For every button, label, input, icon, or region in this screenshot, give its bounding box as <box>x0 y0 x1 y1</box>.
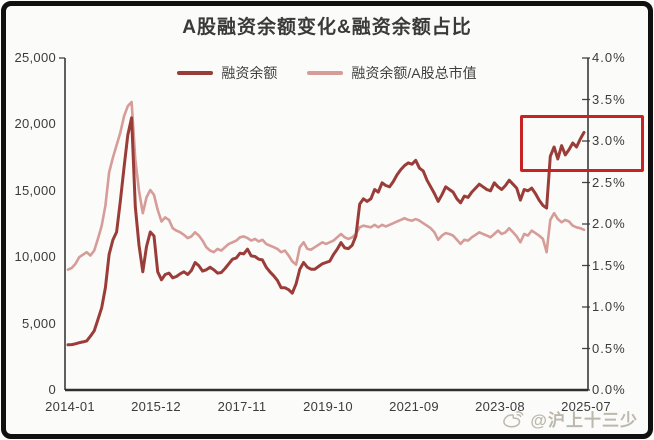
right-axis-tick-label: 3.0% <box>592 133 626 148</box>
right-axis-tick-label: 0.5% <box>592 341 626 356</box>
x-axis-tick-label: 2021-09 <box>389 399 439 414</box>
watermark-text: @沪上十三少 <box>530 411 638 430</box>
right-axis-tick-label: 2.5% <box>592 175 626 190</box>
right-axis-tick-label: 4.0% <box>592 50 626 65</box>
x-axis-tick-label: 2014-01 <box>45 399 95 414</box>
weibo-icon <box>503 409 525 428</box>
x-axis-tick-label: 2017-11 <box>217 399 267 414</box>
left-axis-tick-label: 5,000 <box>21 316 56 331</box>
left-axis-tick-label: 20,000 <box>14 116 56 131</box>
x-axis-tick-label: 2023-08 <box>475 399 525 414</box>
chart-title: A股融资余额变化&融资余额占比 <box>182 17 472 38</box>
margin-ratio-line-swatch <box>307 71 344 75</box>
legend: 融资余额 融资余额/A股总市值 <box>0 63 654 83</box>
watermark: @沪上十三少 <box>503 406 638 431</box>
left-axis-tick-label: 0 <box>48 382 56 397</box>
right-axis-tick-label: 1.5% <box>592 258 626 273</box>
x-axis-tick-label: 2025-07 <box>561 399 611 414</box>
x-axis-tick-label: 2019-10 <box>303 399 353 414</box>
right-axis-tick-label: 2.0% <box>592 216 626 231</box>
legend-label-margin-balance: 融资余额 <box>221 65 278 81</box>
legend-item-margin-ratio: 融资余额/A股总市值 <box>307 63 477 83</box>
right-axis-tick-label: 3.5% <box>592 92 626 107</box>
right-axis-tick-label: 0.0% <box>592 382 626 397</box>
legend-item-margin-balance: 融资余额 <box>177 63 277 83</box>
margin-balance-line-swatch <box>177 71 214 75</box>
x-axis-tick-label: 2015-12 <box>131 399 181 414</box>
left-axis-tick-label: 15,000 <box>14 183 56 198</box>
legend-label-margin-ratio: 融资余额/A股总市值 <box>351 65 477 81</box>
right-axis-tick-label: 1.0% <box>592 299 626 314</box>
left-axis-tick-label: 10,000 <box>14 249 56 264</box>
left-axis-tick-label: 25,000 <box>14 50 56 65</box>
